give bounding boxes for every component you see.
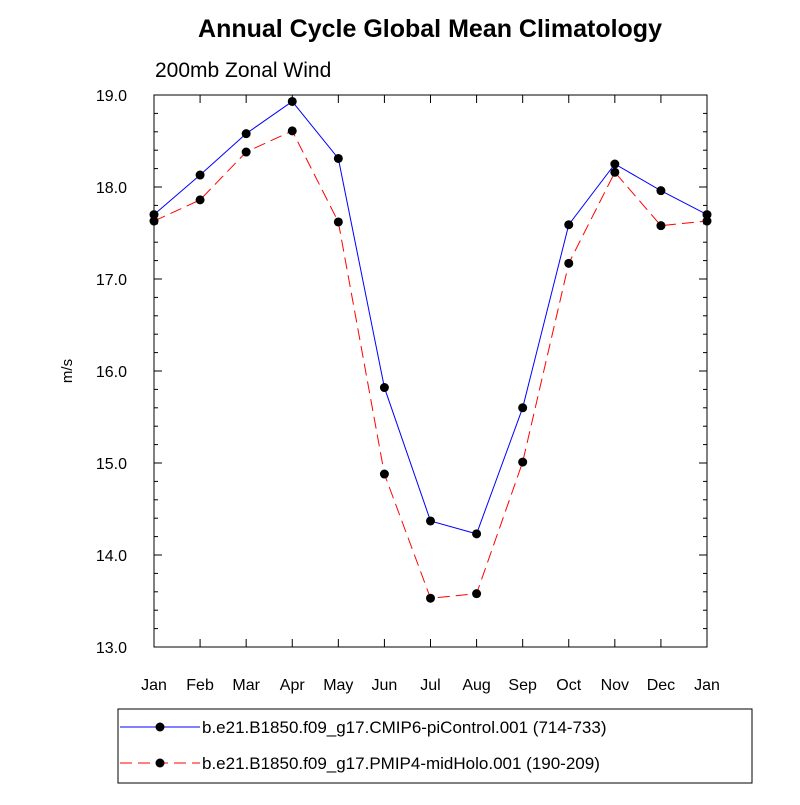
series-line-2 [153,130,708,599]
x-tick-label: Dec [647,677,675,694]
series-1-point [287,96,297,106]
series-1-point [149,210,159,220]
series-2-point [656,221,666,231]
x-tick-label: May [323,677,353,694]
x-tick-label: Jul [420,677,440,694]
axis-ticks: Jan Feb Mar Apr May Jun Jul Aug Sep Oct Nov Dec Jan 1… [96,88,720,694]
series-1-point [518,403,528,413]
series-1-point [426,516,435,526]
series-2-point [149,216,159,226]
legend-label-2: b.e21.B1850.f09_g17.PMIP4-midHolo.001 (1… [202,754,600,773]
chart-title: Annual Cycle Global Mean Climatology [198,15,662,43]
y-axis-label: m/s [59,359,76,383]
series-1-point [656,186,666,196]
legend: b.e21.B1850.f09_g17.CMIP6-piControl.001 … [120,718,607,773]
y-tick-label: 16.0 [96,364,127,381]
x-tick-label: Nov [601,677,629,694]
series-1-point [379,383,389,393]
y-tick-label: 14.0 [96,548,127,565]
series-line-1 [153,100,708,535]
series-2-point [610,167,620,177]
x-tick-label: Oct [556,677,581,694]
series-1-point [241,129,251,139]
x-tick-label: Mar [232,677,260,694]
series-1-point [702,210,712,220]
legend-box [117,708,753,784]
x-tick-label: Jan [141,677,167,694]
series-2-point [287,126,297,136]
series-2-point [702,216,712,226]
x-tick-label: Jan [694,677,720,694]
series-1-point [472,529,482,539]
series-2-point [195,195,205,205]
y-tick-label: 15.0 [96,456,127,473]
x-tick-label: Sep [508,677,537,694]
x-tick-label: Feb [186,677,214,694]
x-tick-label: Jun [372,677,398,694]
series-1-point [610,159,620,169]
x-tick-label: Aug [462,677,490,694]
series-layer [149,96,712,603]
y-tick-label: 13.0 [96,640,127,657]
x-tick-label: Apr [280,677,306,694]
legend-label-1: b.e21.B1850.f09_g17.CMIP6-piControl.001 … [202,718,607,737]
y-tick-label: 17.0 [96,272,127,289]
series-2-point [564,258,574,268]
series-1-point [333,153,343,163]
plot-frame [153,94,708,648]
y-tick-label: 18.0 [96,180,127,197]
series-1-point [564,220,574,230]
series-1-point [195,170,205,180]
legend-marker-1 [155,722,165,732]
series-2-point [518,457,528,467]
chart-subtitle: 200mb Zonal Wind [155,59,331,82]
series-2-point [379,469,389,479]
legend-marker-2 [155,758,165,768]
y-tick-label: 19.0 [96,88,127,105]
series-2-point [333,217,343,227]
series-2-point [472,589,482,599]
series-2-point [426,593,435,603]
series-2-point [241,147,251,157]
